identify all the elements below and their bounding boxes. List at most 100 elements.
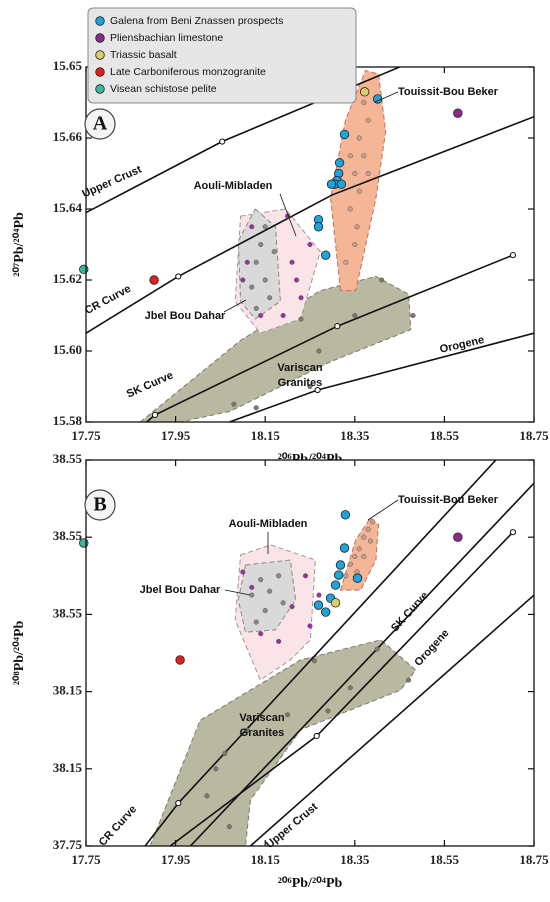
field-region [237,559,297,633]
sample-point [343,573,349,579]
x-tick-label: 18.15 [251,852,281,867]
sample-point [253,619,259,625]
legend-label: Triassic basalt [110,49,177,61]
legend-label: Pliensbachian limestone [110,32,223,44]
x-tick-label: 18.75 [519,852,549,867]
sample-point [258,631,264,637]
y-tick-label: 38.55 [53,605,83,620]
y-tick-label: 15.66 [53,129,83,144]
sample-point [249,592,255,598]
legend-marker [95,67,105,77]
sample-point [204,793,210,799]
sample-point [249,224,255,230]
leader-line [224,589,251,596]
y-tick-label: 38.15 [53,760,83,775]
curve-node [175,273,182,280]
sample-point [276,638,282,644]
region-label: Variscan Granites [239,712,285,739]
x-tick-label: 17.75 [71,852,101,867]
sample-point [267,588,273,594]
data-point [330,580,341,590]
data-point [313,222,324,232]
sample-point [361,534,367,540]
data-point [333,570,344,580]
data-point [175,655,185,665]
model-curve [86,115,534,334]
sample-point [240,569,246,575]
sample-point [302,573,309,579]
model-curve [145,254,514,422]
sample-point [222,750,228,756]
sample-point [356,188,362,194]
plot-content [144,460,534,846]
sample-point [262,224,268,230]
sample-point [289,604,295,610]
leader-line [279,193,297,237]
y-tick-label: 38.55 [53,528,83,543]
sample-point [280,312,286,319]
plot-frame [85,459,535,847]
sample-point [347,561,353,567]
sample-point [276,573,282,579]
field-region [340,517,379,591]
curve-node [314,386,321,394]
region-label: Touissit-Bou Beker [398,86,499,98]
x-tick-label: 18.55 [430,852,460,867]
sample-point [253,405,259,411]
sample-point [307,623,313,629]
leader-line [374,91,399,103]
sample-point [258,577,264,583]
y-tick-label: 15.64 [53,200,83,215]
y-axis-title: ²⁰⁷Pb/²⁰⁴Pb [12,212,27,277]
sample-point [343,259,349,265]
sample-point [365,170,371,177]
y-tick-label: 15.65 [53,58,83,73]
sample-point [213,766,219,772]
y-tick-label: 38.15 [53,683,83,698]
sample-point [285,712,291,718]
sample-point [253,305,259,311]
sample-point [352,170,358,177]
sample-point [298,295,304,301]
sample-point [240,277,246,283]
sample-point [289,259,295,265]
x-tick-label: 18.55 [430,428,460,443]
sample-point [347,206,353,212]
sample-point [231,401,237,407]
sample-point [325,708,331,714]
sample-point [365,117,371,123]
sample-point [374,646,380,652]
sample-point [354,224,360,230]
sample-point [316,348,322,354]
sample-point [262,607,268,614]
sample-point [244,727,250,733]
sample-point [316,592,322,598]
data-point [453,532,463,542]
data-point [326,179,337,189]
data-point [359,87,370,97]
legend-label: Visean schistose pelite [110,83,217,95]
data-point [352,573,363,583]
sample-point [379,277,385,283]
y-tick-label: 15.62 [53,271,82,286]
data-point [334,158,345,168]
sample-point [307,241,313,248]
panel-label: B [93,494,106,516]
panel-badge [84,108,116,140]
x-tick-label: 18.35 [340,428,370,443]
data-point [336,179,347,189]
sample-point [298,316,304,322]
legend-label: Late Carboniferous monzogranite [110,66,266,78]
curve-node [175,800,182,807]
data-point [372,94,383,104]
sample-point [258,241,264,248]
sample-point [311,658,318,664]
sample-point [370,519,376,525]
region-label: Aouli-Mibladen [229,518,308,530]
x-tick-label: 18.35 [340,852,370,867]
y-tick-label: 38.55 [53,451,83,466]
curve-node [509,252,517,259]
sample-point [367,538,374,544]
data-point [339,543,350,553]
